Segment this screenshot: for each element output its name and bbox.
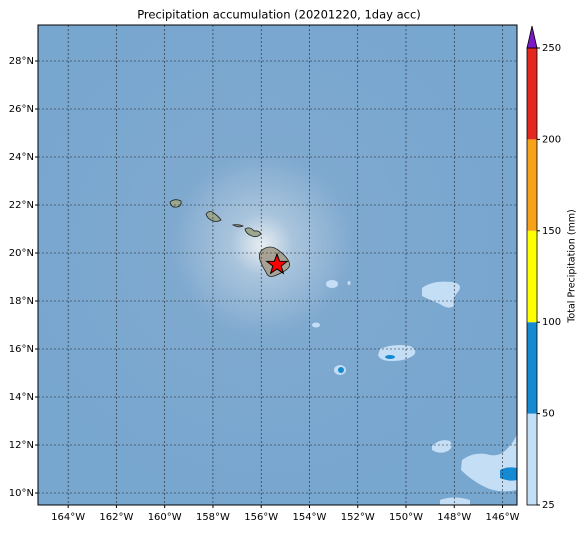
y-tick-label: 26°N: [9, 104, 34, 115]
colorbar-extend: [526, 25, 538, 49]
colorbar: 25 50 100 150 200 250: [526, 25, 561, 511]
map-area: [38, 25, 517, 505]
x-tick-label: 152°W: [341, 512, 375, 523]
colorbar-segment: [527, 322, 537, 414]
y-tick-label: 18°N: [9, 296, 34, 307]
x-tick-label: 146°W: [486, 512, 520, 523]
colorbar-tick-label: 100: [542, 317, 561, 328]
x-tick-label: 150°W: [389, 512, 423, 523]
x-tick-label: 162°W: [99, 512, 133, 523]
y-tick-label: 28°N: [9, 56, 34, 67]
x-tick-label: 148°W: [437, 512, 471, 523]
precip-dark: [338, 355, 517, 481]
y-tick-label: 22°N: [9, 200, 34, 211]
x-tick-label: 164°W: [51, 512, 85, 523]
colorbar-segment: [527, 413, 537, 505]
colorbar-tick-label: 150: [542, 226, 561, 237]
colorbar-tick-label: 200: [542, 134, 561, 145]
colorbar-segment: [527, 230, 537, 323]
y-tick-label: 20°N: [9, 248, 34, 259]
y-tick-label: 10°N: [9, 488, 34, 499]
y-tick-label: 24°N: [9, 152, 34, 163]
y-tick-label: 12°N: [9, 440, 34, 451]
map-title: Precipitation accumulation (20201220, 1d…: [137, 8, 421, 22]
y-tick-label: 14°N: [9, 392, 34, 403]
colorbar-tick-label: 25: [542, 500, 555, 511]
map-frame: [37, 24, 518, 506]
x-tick-label: 160°W: [148, 512, 182, 523]
location-star: [265, 252, 289, 275]
x-tick-label: 154°W: [292, 512, 326, 523]
colorbar-label: Total Precipitation (mm): [567, 209, 578, 324]
colorbar-segment: [527, 48, 537, 140]
colorbar-segment: [527, 139, 537, 231]
colorbar-frame: [526, 47, 538, 506]
x-tick-label: 158°W: [196, 512, 230, 523]
colorbar-tick-label: 50: [542, 409, 555, 420]
y-tick-label: 16°N: [9, 344, 34, 355]
grid: [38, 25, 517, 505]
colorbar-tick-label: 250: [542, 43, 561, 54]
x-tick-label: 156°W: [244, 512, 278, 523]
